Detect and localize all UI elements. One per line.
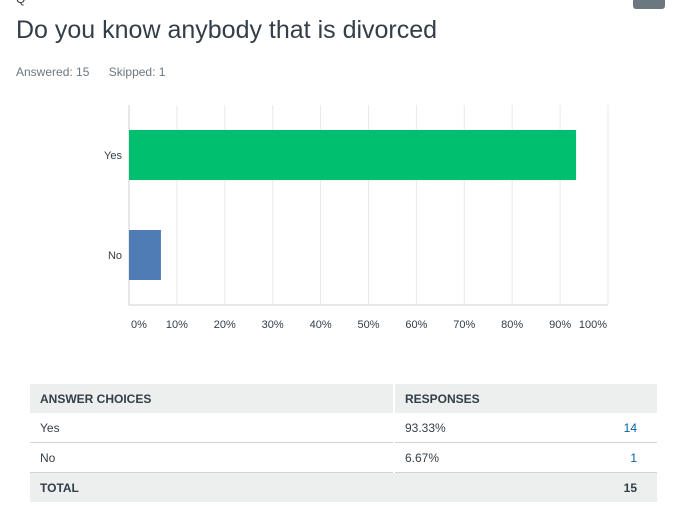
response-percent: 93.33%	[394, 413, 575, 443]
bar-yes	[129, 130, 577, 180]
response-percent: 6.67%	[394, 442, 575, 473]
results-table: ANSWER CHOICES RESPONSES Yes 93.33% 14 N…	[30, 384, 657, 502]
x-tick-label: 90%	[549, 319, 571, 331]
x-tick-label: 20%	[214, 319, 236, 331]
x-tick-label: 80%	[501, 319, 523, 331]
x-tick-label: 50%	[357, 319, 379, 331]
x-tick-label: 10%	[166, 319, 188, 331]
response-count[interactable]: 1	[574, 442, 657, 473]
x-tick-label: 0%	[131, 319, 147, 331]
total-label: TOTAL	[30, 472, 394, 502]
question-title: Do you know anybody that is divorced	[16, 16, 438, 44]
skipped-count: Skipped: 1	[108, 65, 166, 79]
table-row: Yes 93.33% 14	[30, 413, 657, 443]
choice-label: No	[30, 442, 395, 473]
bar-chart: 0% 10% 20% 30% 40% 50% 60% 70% 80% 90% 100% Yes No	[104, 105, 609, 331]
bar-no	[129, 230, 161, 280]
response-meta: Answered: 15 Skipped: 1	[16, 65, 181, 79]
x-tick-label: 40%	[310, 319, 332, 331]
category-label: No	[108, 250, 122, 262]
header-count	[574, 384, 657, 413]
x-tick-label: 100%	[579, 319, 607, 331]
table-header: ANSWER CHOICES RESPONSES	[30, 384, 657, 413]
x-tick-label: 60%	[405, 319, 427, 331]
table-row: No 6.67% 1	[30, 442, 657, 473]
answered-count: Answered: 15	[16, 65, 90, 79]
total-row: TOTAL 15	[30, 472, 657, 502]
response-count[interactable]: 14	[574, 413, 657, 443]
corner-button[interactable]	[633, 0, 665, 9]
x-tick-label: 70%	[453, 319, 475, 331]
choice-label: Yes	[30, 413, 395, 443]
header-answer-choices: ANSWER CHOICES	[30, 384, 395, 413]
x-tick-label: 30%	[262, 319, 284, 331]
total-count: 15	[574, 472, 657, 502]
category-label: Yes	[104, 150, 122, 162]
header-responses: RESPONSES	[394, 384, 575, 413]
